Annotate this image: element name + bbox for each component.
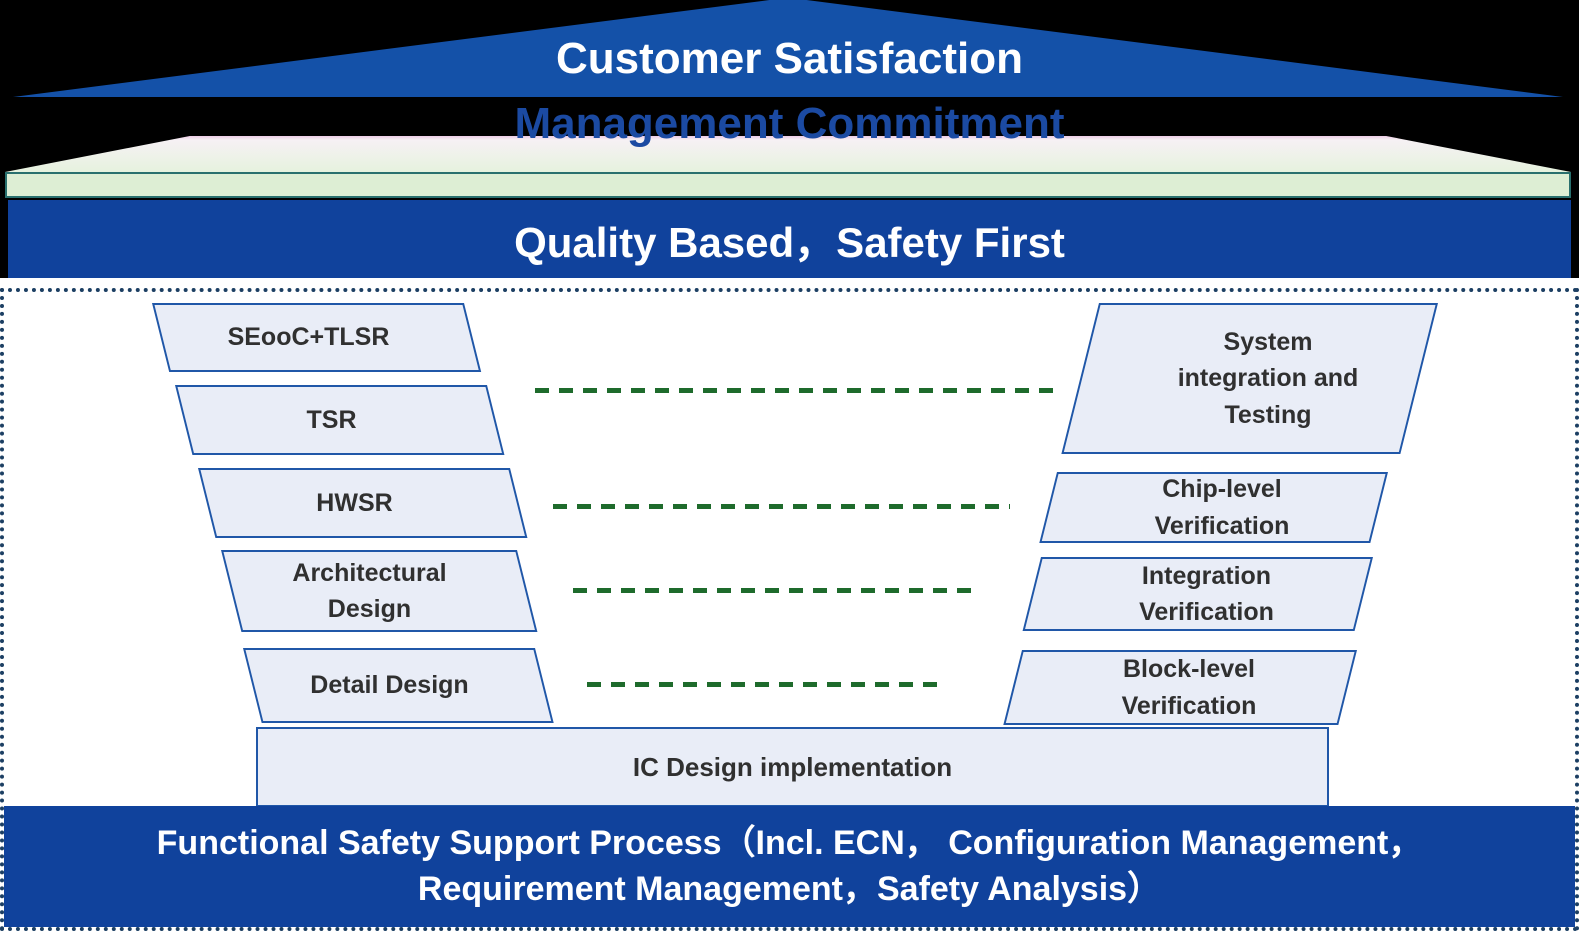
left-box-label: TSR	[306, 405, 357, 434]
foundation-slab-top	[5, 136, 1571, 172]
trace-line-2	[553, 504, 1010, 509]
left-box-seooc-tlsr: SEooC+TLSR	[152, 303, 482, 372]
right-box-label: Integration Verification	[1139, 561, 1274, 626]
ic-design-implementation-box: IC Design implementation	[256, 727, 1329, 807]
trace-line-4	[587, 682, 947, 687]
customer-satisfaction-title: Customer Satisfaction	[556, 34, 1023, 83]
left-box-tsr: TSR	[175, 385, 505, 455]
support-process-banner: Functional Safety Support Process（Incl. …	[4, 806, 1575, 927]
left-box-label: Architectural Design	[292, 558, 447, 623]
left-box-hwsr: HWSR	[198, 468, 528, 538]
left-box-detail-design: Detail Design	[243, 648, 554, 723]
management-commitment-subtitle: Management Commitment	[514, 99, 1065, 148]
quality-banner-label: Quality Based，Safety First	[514, 218, 1065, 266]
panel-gap	[0, 278, 1579, 288]
right-box-block-level-verification: Block-level Verification	[1003, 650, 1357, 725]
left-box-label: Detail Design	[310, 671, 469, 700]
left-box-architectural-design: Architectural Design	[221, 550, 538, 632]
right-box-integration-verification: Integration Verification	[1022, 557, 1373, 631]
right-box-label: System integration and Testing	[1177, 328, 1359, 429]
support-banner-line1: Functional Safety Support Process（Incl. …	[156, 823, 1423, 862]
right-box-label: Chip-level Verification	[1154, 475, 1290, 540]
left-box-label: HWSR	[316, 488, 393, 517]
foundation-slab-front	[5, 172, 1571, 198]
support-banner-line2: Requirement Management，Safety Analysis）	[417, 869, 1162, 908]
right-box-chip-level-verification: Chip-level Verification	[1039, 472, 1388, 543]
right-box-system-integration-testing: System integration and Testing	[1061, 303, 1438, 454]
right-box-label: Block-level Verification	[1121, 655, 1257, 720]
left-box-label: SEooC+TLSR	[227, 323, 390, 352]
trace-line-1	[535, 388, 1063, 393]
trace-line-3	[573, 588, 977, 593]
quality-banner: Quality Based，Safety First	[8, 200, 1571, 278]
ic-design-label: IC Design implementation	[632, 751, 953, 782]
